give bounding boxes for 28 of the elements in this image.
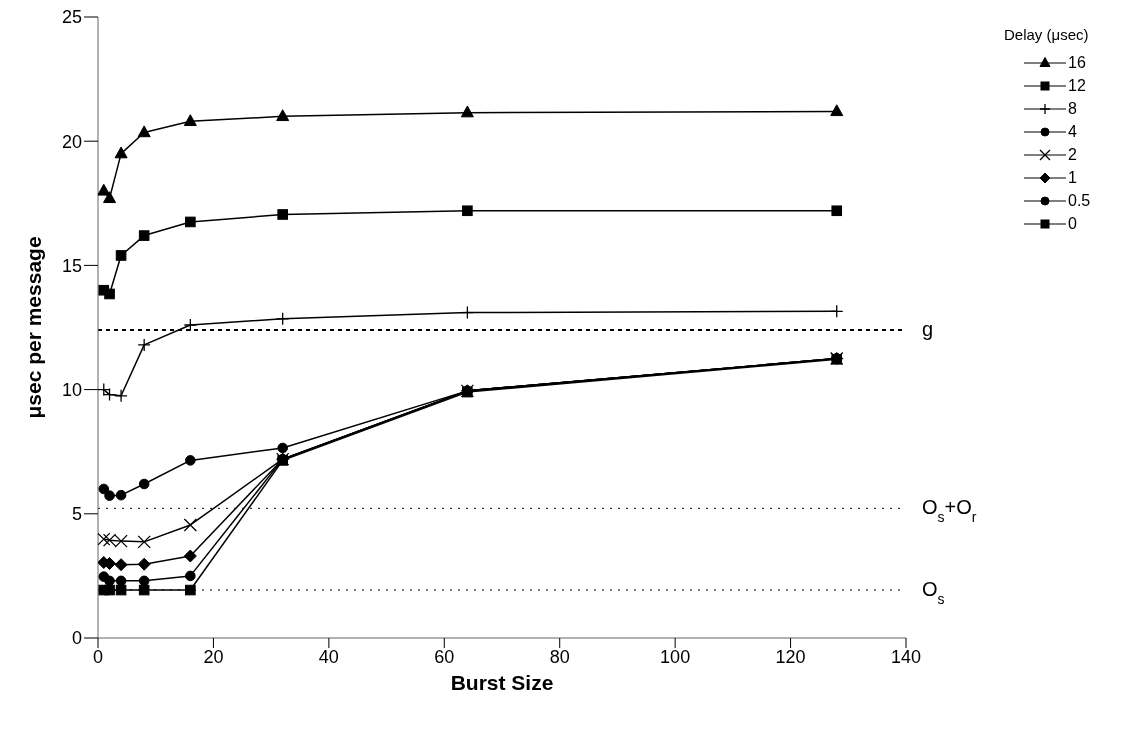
x-axis-title: Burst Size	[450, 671, 554, 694]
x-tick-label: 80	[549, 646, 570, 667]
x-tick-label: 40	[318, 646, 339, 667]
y-axis-title: μsec per message	[22, 236, 46, 419]
ref-line-label: g	[922, 317, 934, 340]
legend-label: 16	[1068, 53, 1086, 72]
y-tick-label: 5	[71, 504, 82, 525]
y-tick-label: 25	[61, 7, 82, 28]
legend-label: 12	[1068, 76, 1086, 95]
y-tick-label: 10	[61, 379, 82, 400]
y-tick-label: 15	[61, 255, 82, 276]
ref-line-label: O$_{s}$+O$_{r}$	[922, 496, 977, 526]
legend-label: 1	[1068, 168, 1077, 187]
ref-line-label: O$_{s}$	[922, 578, 945, 608]
y-tick-label: 20	[61, 131, 82, 152]
x-tick-label: 0	[92, 646, 104, 667]
legend-label: 0.5	[1068, 191, 1091, 210]
x-tick-label: 100	[660, 646, 691, 667]
legend-label: 4	[1068, 122, 1077, 141]
legend-label: 8	[1068, 99, 1077, 118]
x-tick-label: 140	[890, 646, 922, 667]
y-tick-label: 0	[71, 628, 82, 649]
legend-label: 0	[1068, 214, 1077, 233]
legend-label: 2	[1068, 145, 1077, 164]
x-tick-label: 60	[434, 646, 455, 667]
legend-title: Delay (μsec)	[1004, 26, 1090, 43]
x-tick-label: 20	[203, 646, 224, 667]
x-tick-label: 120	[775, 646, 806, 667]
